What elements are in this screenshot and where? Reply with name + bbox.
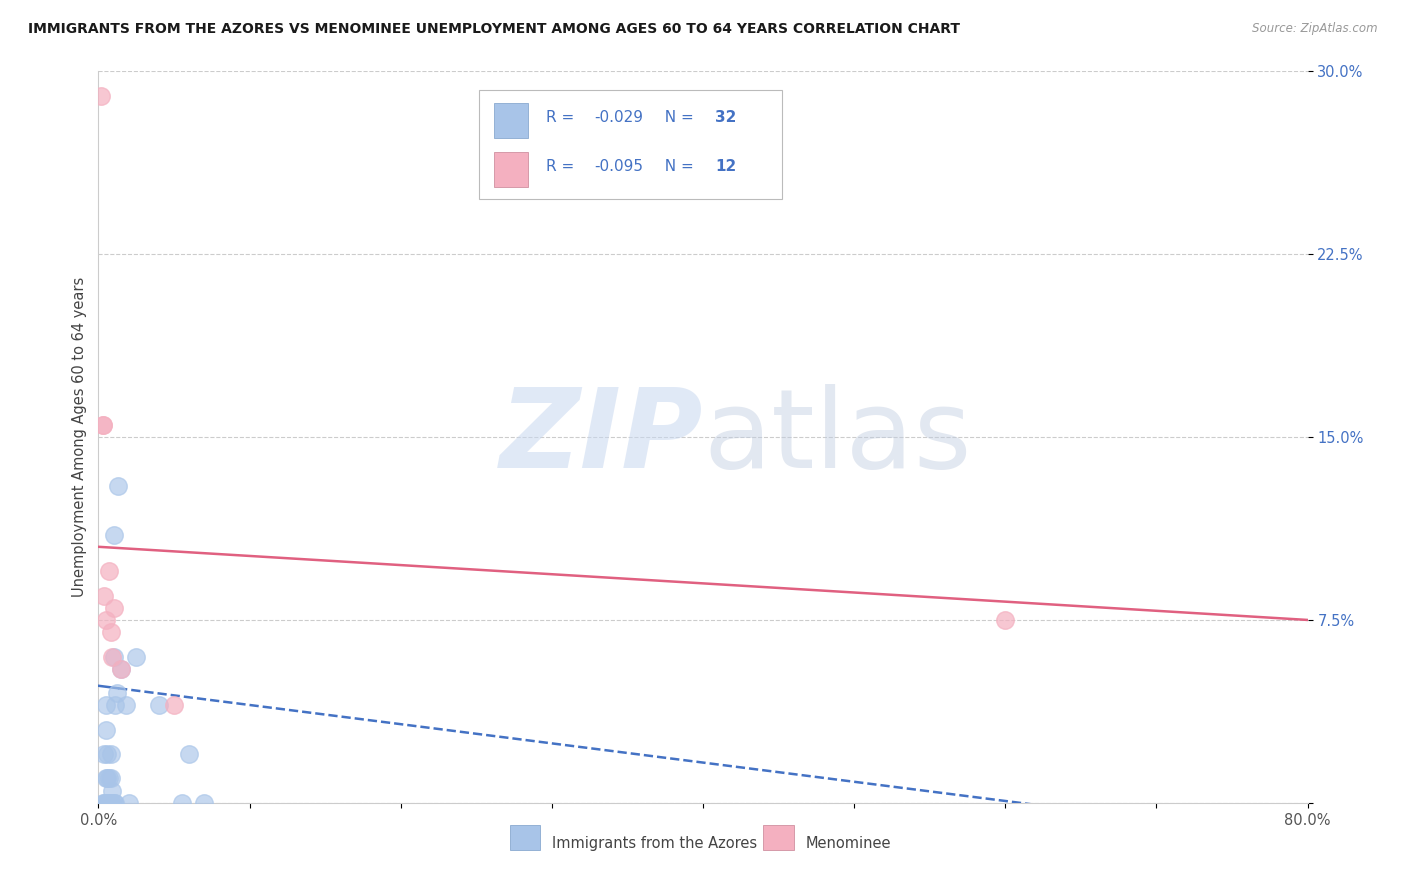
Text: 32: 32 xyxy=(716,110,737,125)
Point xyxy=(114,698,136,713)
Point xyxy=(93,747,115,761)
Point xyxy=(100,772,122,786)
Bar xyxy=(763,825,794,850)
Point xyxy=(103,649,125,664)
Point xyxy=(94,772,117,786)
Point xyxy=(125,649,148,664)
Point xyxy=(118,796,141,810)
Point xyxy=(93,796,115,810)
Point xyxy=(100,747,122,761)
Point xyxy=(96,796,118,810)
Point xyxy=(104,796,127,810)
Point xyxy=(98,564,121,578)
Point xyxy=(94,723,117,737)
Point xyxy=(193,796,215,810)
Text: Menominee: Menominee xyxy=(806,836,891,851)
Point xyxy=(101,796,124,810)
Bar xyxy=(494,103,527,137)
Text: Immigrants from the Azores: Immigrants from the Azores xyxy=(551,836,756,851)
Point xyxy=(103,527,125,541)
Text: N =: N = xyxy=(655,110,699,125)
Text: R =: R = xyxy=(546,110,579,125)
Point xyxy=(100,796,122,810)
Point xyxy=(94,698,117,713)
Text: IMMIGRANTS FROM THE AZORES VS MENOMINEE UNEMPLOYMENT AMONG AGES 60 TO 64 YEARS C: IMMIGRANTS FROM THE AZORES VS MENOMINEE … xyxy=(28,22,960,37)
Bar xyxy=(509,825,540,850)
Point xyxy=(148,698,170,713)
Point xyxy=(96,772,118,786)
Point xyxy=(170,796,193,810)
Text: -0.029: -0.029 xyxy=(595,110,643,125)
Point xyxy=(103,796,125,810)
Text: -0.095: -0.095 xyxy=(595,159,643,174)
Text: Source: ZipAtlas.com: Source: ZipAtlas.com xyxy=(1253,22,1378,36)
Text: N =: N = xyxy=(655,159,699,174)
Point xyxy=(994,613,1017,627)
Point xyxy=(91,417,114,432)
Point xyxy=(163,698,186,713)
Point xyxy=(107,479,129,493)
Point xyxy=(100,625,122,640)
Text: atlas: atlas xyxy=(703,384,972,491)
Point xyxy=(110,662,132,676)
Point xyxy=(93,589,115,603)
Point xyxy=(103,600,125,615)
Point xyxy=(98,772,121,786)
Point xyxy=(105,686,128,700)
Point xyxy=(104,698,127,713)
Point xyxy=(96,747,118,761)
Bar xyxy=(494,153,527,186)
Point xyxy=(98,796,121,810)
Point xyxy=(94,796,117,810)
Point xyxy=(91,796,114,810)
Point xyxy=(101,649,124,664)
FancyBboxPatch shape xyxy=(479,90,782,200)
Y-axis label: Unemployment Among Ages 60 to 64 years: Unemployment Among Ages 60 to 64 years xyxy=(72,277,87,598)
Point xyxy=(179,747,201,761)
Point xyxy=(90,88,112,103)
Text: 12: 12 xyxy=(716,159,737,174)
Text: R =: R = xyxy=(546,159,579,174)
Point xyxy=(101,783,124,797)
Point xyxy=(94,613,117,627)
Text: ZIP: ZIP xyxy=(499,384,703,491)
Point xyxy=(91,417,114,432)
Point xyxy=(110,662,132,676)
